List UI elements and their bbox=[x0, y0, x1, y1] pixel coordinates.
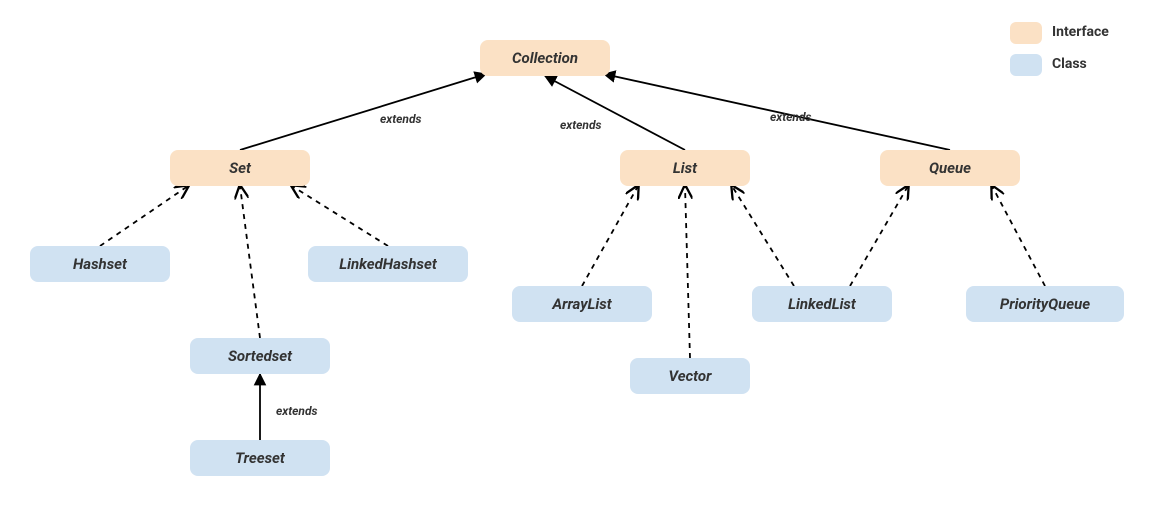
node-queue: Queue bbox=[880, 150, 1020, 186]
node-hashset: Hashset bbox=[30, 246, 170, 282]
node-vector: Vector bbox=[630, 358, 750, 394]
node-treeset: Treeset bbox=[190, 440, 330, 476]
edge-linkedlist-to-list bbox=[732, 186, 794, 286]
edge-label-treeset-sortedset: extends bbox=[276, 404, 318, 418]
edge-linkedhs-to-set bbox=[292, 186, 388, 246]
node-sortedset: Sortedset bbox=[190, 338, 330, 374]
edge-label-queue-collection: extends bbox=[770, 110, 812, 124]
node-collection: Collection bbox=[480, 40, 610, 76]
edge-label-set-collection: extends bbox=[380, 112, 422, 126]
node-arraylist: ArrayList bbox=[512, 286, 652, 322]
edge-hashset-to-set bbox=[100, 186, 188, 246]
edge-sortedset-to-set bbox=[240, 186, 260, 338]
node-linkedlist: LinkedList bbox=[752, 286, 892, 322]
node-pqueue: PriorityQueue bbox=[966, 286, 1124, 322]
legend-label-interface: Interface bbox=[1052, 24, 1109, 40]
legend-label-class: Class bbox=[1052, 56, 1087, 72]
edge-pqueue-to-queue bbox=[992, 186, 1045, 286]
edges-layer bbox=[0, 0, 1162, 524]
legend-swatch-interface bbox=[1010, 22, 1042, 44]
legend-swatch-class bbox=[1010, 54, 1042, 76]
edge-list-to-collection bbox=[545, 76, 685, 150]
node-linkedhs: LinkedHashset bbox=[308, 246, 468, 282]
edge-set-to-collection bbox=[240, 74, 486, 150]
edge-label-list-collection: extends bbox=[560, 118, 602, 132]
node-list: List bbox=[620, 150, 750, 186]
edge-arraylist-to-list bbox=[582, 186, 638, 286]
node-set: Set bbox=[170, 150, 310, 186]
edge-linkedlist-to-queue bbox=[850, 186, 908, 286]
edge-vector-to-list bbox=[685, 186, 690, 358]
